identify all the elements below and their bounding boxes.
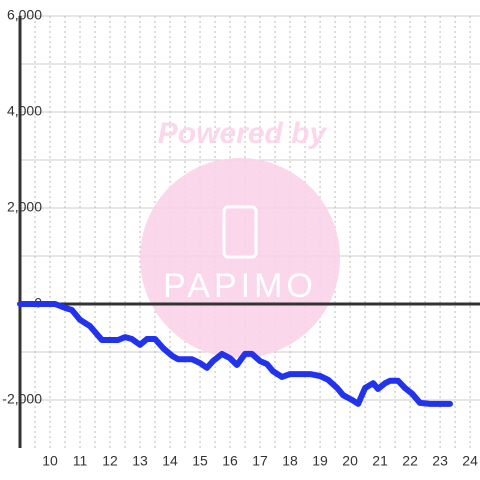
x-tick-label: 10 xyxy=(42,453,58,469)
x-tick-label: 18 xyxy=(282,453,298,469)
plot: -2,00002,0004,0006,000101112131415161718… xyxy=(2,7,480,469)
x-tick-label: 13 xyxy=(132,453,148,469)
x-tick-label: 16 xyxy=(222,453,238,469)
x-tick-label: 14 xyxy=(162,453,178,469)
x-tick-label: 23 xyxy=(432,453,448,469)
x-tick-label: 19 xyxy=(312,453,328,469)
watermark-text: Powered by xyxy=(158,117,328,150)
line-series xyxy=(17,301,453,407)
watermark: Powered by PAPIMO xyxy=(140,117,340,358)
watermark-icon xyxy=(222,205,258,259)
x-tick-label: 12 xyxy=(102,453,118,469)
x-tick-label: 11 xyxy=(73,453,88,469)
watermark-logo: PAPIMO xyxy=(163,267,317,305)
x-tick-label: 21 xyxy=(372,453,388,469)
x-tick-label: 17 xyxy=(252,453,268,469)
y-tick-label: -2,000 xyxy=(2,391,42,407)
x-tick-label: 15 xyxy=(192,453,208,469)
x-tick-label: 20 xyxy=(342,453,358,469)
x-tick-label: 22 xyxy=(402,453,418,469)
y-tick-label: 2,000 xyxy=(7,199,42,215)
x-tick-label: 24 xyxy=(462,453,478,469)
y-tick-label: 6,000 xyxy=(7,7,42,23)
y-tick-label: 4,000 xyxy=(7,103,42,119)
